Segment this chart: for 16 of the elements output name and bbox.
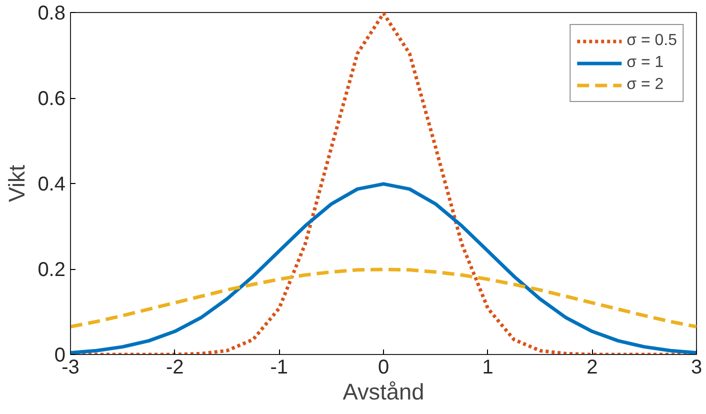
- y-tick-label: 0.8: [38, 2, 66, 24]
- y-tick-label: 0.6: [38, 88, 66, 110]
- y-tick-label: 0.2: [38, 259, 66, 281]
- legend-label: σ = 0.5: [626, 32, 677, 50]
- legend-label: σ = 1: [626, 54, 664, 72]
- x-tick-label: 3: [690, 356, 702, 378]
- x-tick-label: 2: [586, 356, 598, 378]
- x-tick-label: -1: [270, 356, 288, 378]
- x-axis-title: Avstånd: [342, 378, 424, 404]
- x-tick-label: -2: [166, 356, 184, 378]
- y-axis-title: Vikt: [4, 164, 30, 202]
- legend-label: σ = 2: [626, 76, 664, 94]
- x-tick-label: 0: [378, 356, 390, 378]
- x-tick-label: 1: [482, 356, 494, 378]
- line-series: [70, 268, 696, 328]
- y-tick-label: 0.4: [38, 174, 66, 196]
